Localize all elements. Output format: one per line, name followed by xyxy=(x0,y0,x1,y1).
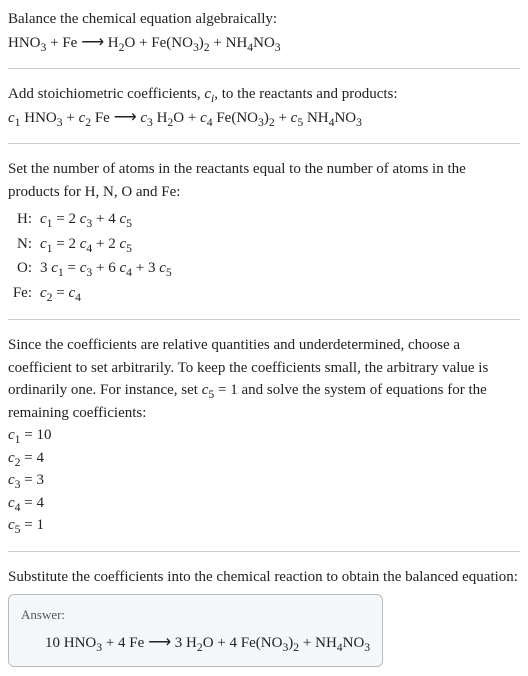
divider xyxy=(8,143,520,144)
equation-cell: 3 c1 = c3 + 6 c4 + 3 c5 xyxy=(40,256,178,281)
coef-row: c5 = 1 xyxy=(8,514,520,537)
product-nh4no3: NH4NO3 xyxy=(226,35,281,51)
reactant-fe: Fe xyxy=(62,35,77,51)
table-row: N: c1 = 2 c4 + 2 c5 xyxy=(8,232,178,257)
divider xyxy=(8,551,520,552)
intro-text: Balance the chemical equation algebraica… xyxy=(8,8,520,31)
answer-box: Answer: 10 HNO3 + 4 Fe ⟶ 3 H2O + 4 Fe(NO… xyxy=(8,594,383,667)
intro-text: Since the coefficients are relative quan… xyxy=(8,334,520,424)
reaction-arrow-icon: ⟶ xyxy=(77,34,107,51)
table-row: O: 3 c1 = c3 + 6 c4 + 3 c5 xyxy=(8,256,178,281)
unbalanced-equation: HNO3 + Fe ⟶ H2O + Fe(NO3)2 + NH4NO3 xyxy=(8,31,520,55)
coeff-equation: c1 HNO3 + c2 Fe ⟶ c3 H2O + c4 Fe(NO3)2 +… xyxy=(8,106,520,130)
equation-cell: c1 = 2 c3 + 4 c5 xyxy=(40,207,178,232)
intro-text: Set the number of atoms in the reactants… xyxy=(8,158,520,203)
product-feno32: Fe(NO3)2 xyxy=(151,35,209,51)
coef-row: c1 = 10 xyxy=(8,424,520,447)
divider xyxy=(8,68,520,69)
coefficient-list: c1 = 10 c2 = 4 c3 = 3 c4 = 4 c5 = 1 xyxy=(8,424,520,537)
answer-label: Answer: xyxy=(21,605,370,625)
section-add-coefficients: Add stoichiometric coefficients, ci, to … xyxy=(8,83,520,129)
element-label: H: xyxy=(8,207,40,232)
balanced-equation: 10 HNO3 + 4 Fe ⟶ 3 H2O + 4 Fe(NO3)2 + NH… xyxy=(21,631,370,655)
equation-cell: c1 = 2 c4 + 2 c5 xyxy=(40,232,178,257)
element-label: Fe: xyxy=(8,281,40,306)
section-atom-equations: Set the number of atoms in the reactants… xyxy=(8,158,520,305)
reactant-hno3: HNO3 xyxy=(8,35,46,51)
intro-text: Add stoichiometric coefficients, ci, to … xyxy=(8,83,520,106)
table-row: Fe: c2 = c4 xyxy=(8,281,178,306)
atom-balance-table: H: c1 = 2 c3 + 4 c5 N: c1 = 2 c4 + 2 c5 … xyxy=(8,207,178,305)
section-answer: Substitute the coefficients into the che… xyxy=(8,566,520,668)
table-row: H: c1 = 2 c3 + 4 c5 xyxy=(8,207,178,232)
coef-row: c3 = 3 xyxy=(8,469,520,492)
equation-cell: c2 = c4 xyxy=(40,281,178,306)
section-solve: Since the coefficients are relative quan… xyxy=(8,334,520,537)
coef-row: c4 = 4 xyxy=(8,492,520,515)
divider xyxy=(8,319,520,320)
section-balance-prompt: Balance the chemical equation algebraica… xyxy=(8,8,520,54)
element-label: N: xyxy=(8,232,40,257)
element-label: O: xyxy=(8,256,40,281)
product-h2o: H2O xyxy=(108,35,136,51)
intro-text: Substitute the coefficients into the che… xyxy=(8,566,520,589)
coef-row: c2 = 4 xyxy=(8,447,520,470)
reaction-arrow-icon: ⟶ xyxy=(144,634,174,651)
reaction-arrow-icon: ⟶ xyxy=(110,109,140,126)
